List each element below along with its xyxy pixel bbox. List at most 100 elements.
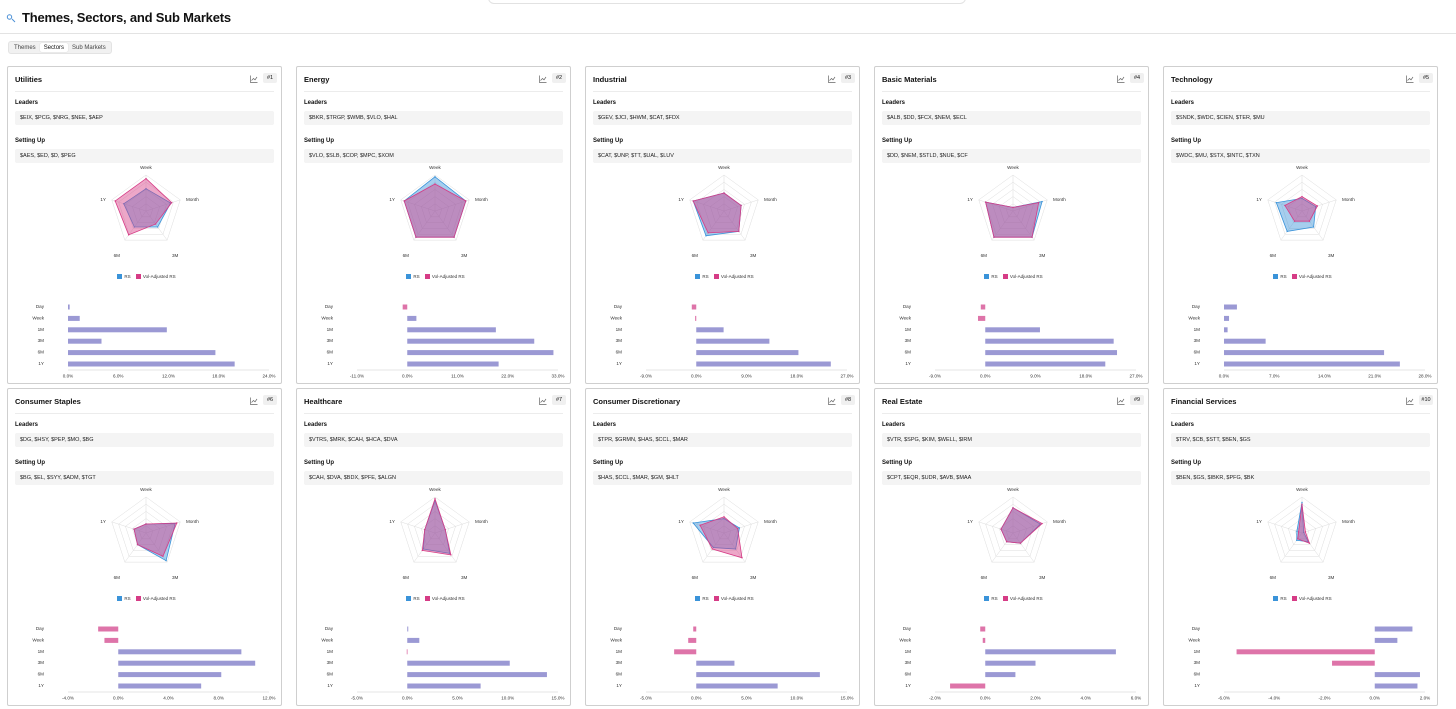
legend-vol-swatch xyxy=(135,274,141,280)
legend-rs-swatch xyxy=(406,274,412,280)
radar-vol-area xyxy=(1284,196,1318,222)
bar-tick-label: 4.0% xyxy=(163,696,173,701)
bar-tick-label: -5.0% xyxy=(351,696,363,701)
chart-icon[interactable] xyxy=(250,397,258,405)
chart-icon[interactable] xyxy=(1117,397,1125,405)
bar-tick-label: 12.0% xyxy=(262,696,275,701)
bar-period-label: 1M xyxy=(327,649,334,654)
chart-icon[interactable] xyxy=(1117,75,1125,83)
card-divider xyxy=(1171,413,1430,414)
bar-period-label: 1Y xyxy=(905,683,911,688)
bar-period-label: 6M xyxy=(616,350,623,355)
legend-vol-label: Vol-Adjusted RS xyxy=(1298,596,1332,601)
radar-axis-label: 3M xyxy=(750,575,757,580)
tab-sub-markets[interactable]: Sub Markets xyxy=(72,45,106,51)
chart-icon[interactable] xyxy=(539,397,547,405)
bar-period-label: 6M xyxy=(327,672,334,677)
radar-legend: RS Vol-Adjusted RS xyxy=(1164,274,1437,280)
radar-axis-label: Week xyxy=(1007,487,1019,492)
radar-rs-point xyxy=(1301,197,1303,200)
chart-icon[interactable] xyxy=(539,75,547,83)
legend-rs-label: RS xyxy=(1280,596,1287,601)
bar-period-label: 3M xyxy=(38,660,45,665)
radar-axis-label: 1Y xyxy=(678,197,684,202)
radar-rs-point xyxy=(1301,501,1303,504)
radar-spoke xyxy=(1301,521,1337,534)
bar-tick-label: 8.0% xyxy=(214,696,224,701)
bar-1m xyxy=(1236,649,1375,655)
radar-axis-label: Month xyxy=(475,197,488,202)
radar-axis-label: Month xyxy=(1342,197,1355,202)
radar-legend: RS Vol-Adjusted RS xyxy=(875,274,1148,280)
radar-spoke xyxy=(689,521,725,534)
chart-icon[interactable] xyxy=(1406,75,1414,83)
legend-rs-label: RS xyxy=(1280,274,1287,279)
legend-rs-label: RS xyxy=(702,274,709,279)
radar-axis-label: 1Y xyxy=(100,519,106,524)
bar-period-label: 6M xyxy=(1194,350,1201,355)
performance-bar-chart: Day Week 1M 3M 6M 1Y -5.0% 0.0% 5.0% 10.0% 15.0% xyxy=(321,626,564,701)
bar-period-label: 3M xyxy=(1194,660,1201,665)
bar-period-label: 1Y xyxy=(905,361,911,366)
bar-period-label: 1M xyxy=(1194,649,1201,654)
bar-period-label: 6M xyxy=(38,350,45,355)
radar-axis-label: 1Y xyxy=(100,197,106,202)
radar-vol-point xyxy=(136,543,139,546)
radar-axis-label: Month xyxy=(475,519,488,524)
legend-vol-label: Vol-Adjusted RS xyxy=(1298,274,1332,279)
radar-spoke xyxy=(400,521,436,534)
card-divider xyxy=(1171,91,1430,92)
radar-axis-label: Week xyxy=(1007,165,1019,170)
chart-icon[interactable] xyxy=(828,75,836,83)
bar-tick-label: 28.0% xyxy=(1418,374,1431,379)
bar-tick-label: 5.0% xyxy=(452,696,462,701)
setting-up-label: Setting Up xyxy=(593,460,623,466)
radar-axis-label: Week xyxy=(140,487,152,492)
chart-icon[interactable] xyxy=(250,75,258,83)
sector-card-healthcare: Healthcare #7 Leaders $VTRS, $MRK, $CAH,… xyxy=(296,388,571,706)
bar-tick-label: 22.0% xyxy=(501,374,514,379)
performance-bar-chart: Day Week 1M 3M 6M 1Y -2.0% 0.0% 2.0% 4.0% 6.0% xyxy=(899,626,1141,701)
setting-up-label: Setting Up xyxy=(593,138,623,144)
sector-card-real-estate: Real Estate #9 Leaders $VTR, $SPG, $KIM,… xyxy=(874,388,1149,706)
bar-period-label: 1Y xyxy=(38,361,44,366)
leaders-tickers: $BKR, $TRGP, $WMB, $VLO, $HAL xyxy=(304,111,563,125)
bar-week xyxy=(1374,637,1398,643)
radar-spoke xyxy=(434,199,470,212)
radar-axis-label: 3M xyxy=(172,253,179,258)
tab-sectors[interactable]: Sectors xyxy=(39,43,69,52)
bar-tick-label: 10.0% xyxy=(790,696,803,701)
bar-tick-label: 0.0% xyxy=(980,696,990,701)
bar-week xyxy=(982,637,986,643)
bar-period-label: 1M xyxy=(38,327,45,332)
setting-up-label: Setting Up xyxy=(1171,138,1201,144)
legend-vol-label: Vol-Adjusted RS xyxy=(1009,596,1043,601)
radar-grid-ring xyxy=(414,189,456,229)
chart-icon[interactable] xyxy=(1406,397,1414,405)
leaders-tickers: $VTRS, $MRK, $CAH, $HCA, $DVA xyxy=(304,433,563,447)
bar-day xyxy=(691,304,697,310)
radar-vol-point xyxy=(1308,542,1311,544)
radar-chart: Week Month 3M 6M 1Y xyxy=(100,165,199,258)
bar-6m xyxy=(696,672,820,678)
bar-period-label: 3M xyxy=(616,338,623,343)
radar-rs-point xyxy=(1041,200,1043,203)
radar-vol-point xyxy=(723,192,725,194)
legend-vol-label: Vol-Adjusted RS xyxy=(1009,274,1043,279)
bar-tick-label: -9.0% xyxy=(929,374,941,379)
radar-axis-label: Week xyxy=(429,487,441,492)
radar-vol-area xyxy=(403,183,467,238)
chart-icon[interactable] xyxy=(828,397,836,405)
sector-card-industrial: Industrial #3 Leaders $GEV, $JCI, $HWM, … xyxy=(585,66,860,384)
bar-tick-label: 2.0% xyxy=(1420,696,1430,701)
radar-vol-point xyxy=(434,498,436,500)
radar-legend: RS Vol-Adjusted RS xyxy=(1164,596,1437,602)
radar-axis-label: Month xyxy=(186,197,199,202)
bar-1m xyxy=(696,327,724,333)
sector-card-utilities: Utilities #1 Leaders $EIX, $PCG, $NRG, $… xyxy=(7,66,282,384)
setting-up-tickers: $BEN, $GS, $IBKR, $PFG, $BK xyxy=(1171,471,1430,485)
bar-tick-label: 0.0% xyxy=(1370,696,1380,701)
tab-themes[interactable]: Themes xyxy=(14,45,36,51)
radar-axis-label: 1Y xyxy=(1256,197,1262,202)
radar-vol-point xyxy=(170,201,173,204)
